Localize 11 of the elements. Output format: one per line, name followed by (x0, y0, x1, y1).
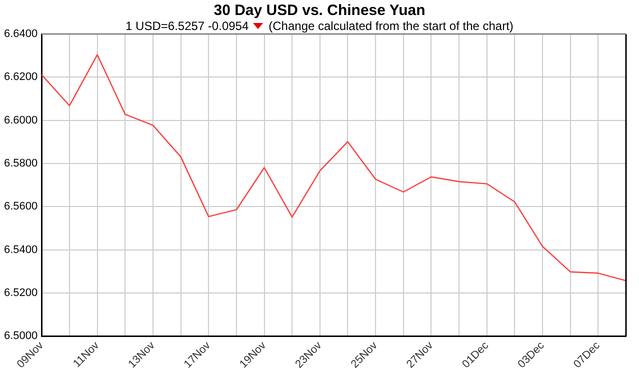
text: (Change calculated from the start of the chart) (268, 19, 514, 33)
y-tick-label: 6.6400 (4, 28, 38, 40)
y-tick-label: 6.6000 (4, 114, 38, 126)
y-tick-label: 6.6200 (4, 71, 38, 84)
chart-subtitle: 1 USD=6.5257 -0.0954 (126, 19, 249, 33)
y-tick-label: 6.5800 (4, 158, 38, 170)
y-tick-label: 6.5400 (4, 244, 38, 256)
y-tick-label: 6.5000 (4, 330, 38, 342)
y-tick-label: 6.5200 (4, 287, 38, 300)
chart-title: 30 Day USD vs. Chinese Yuan (212, 2, 426, 19)
y-tick-label: 6.5600 (4, 200, 38, 213)
